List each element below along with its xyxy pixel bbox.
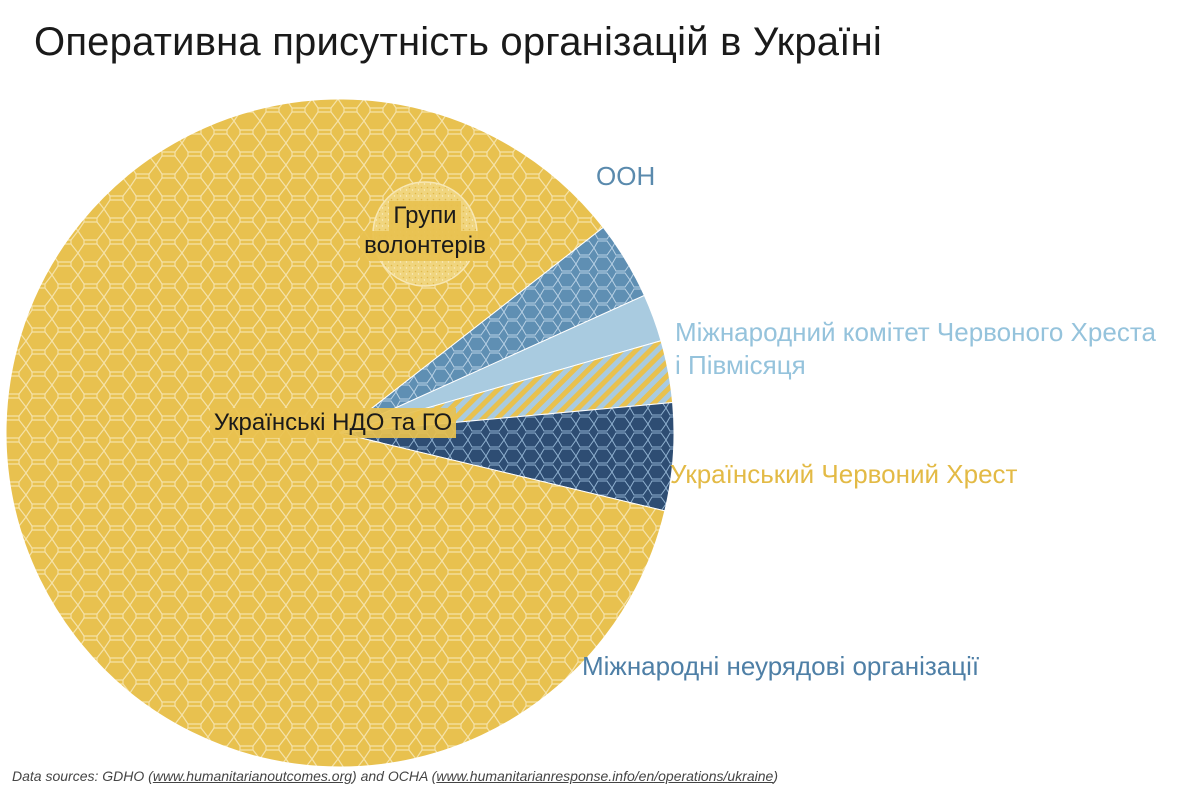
ocha-link[interactable]: www.humanitarianresponse.info/en/operati… xyxy=(436,768,774,784)
chart-title: Оперативна присутність організацій в Укр… xyxy=(34,20,882,64)
ngo-label: Українські НДО та ГО xyxy=(188,408,478,438)
ingo-label: Міжнародні неурядові організації xyxy=(582,651,980,681)
urc-label: Український Червоний Хрест xyxy=(670,459,1018,489)
volunteers-label: Групи волонтерів xyxy=(355,201,495,261)
data-sources-note: Data sources: GDHO (www.humanitarianoutc… xyxy=(12,768,778,784)
un-label: ООН xyxy=(596,161,656,191)
gdho-link[interactable]: www.humanitarianoutcomes.org xyxy=(152,768,353,784)
icrc-label: Міжнародний комітет Червоного Хреста і П… xyxy=(675,317,1156,380)
